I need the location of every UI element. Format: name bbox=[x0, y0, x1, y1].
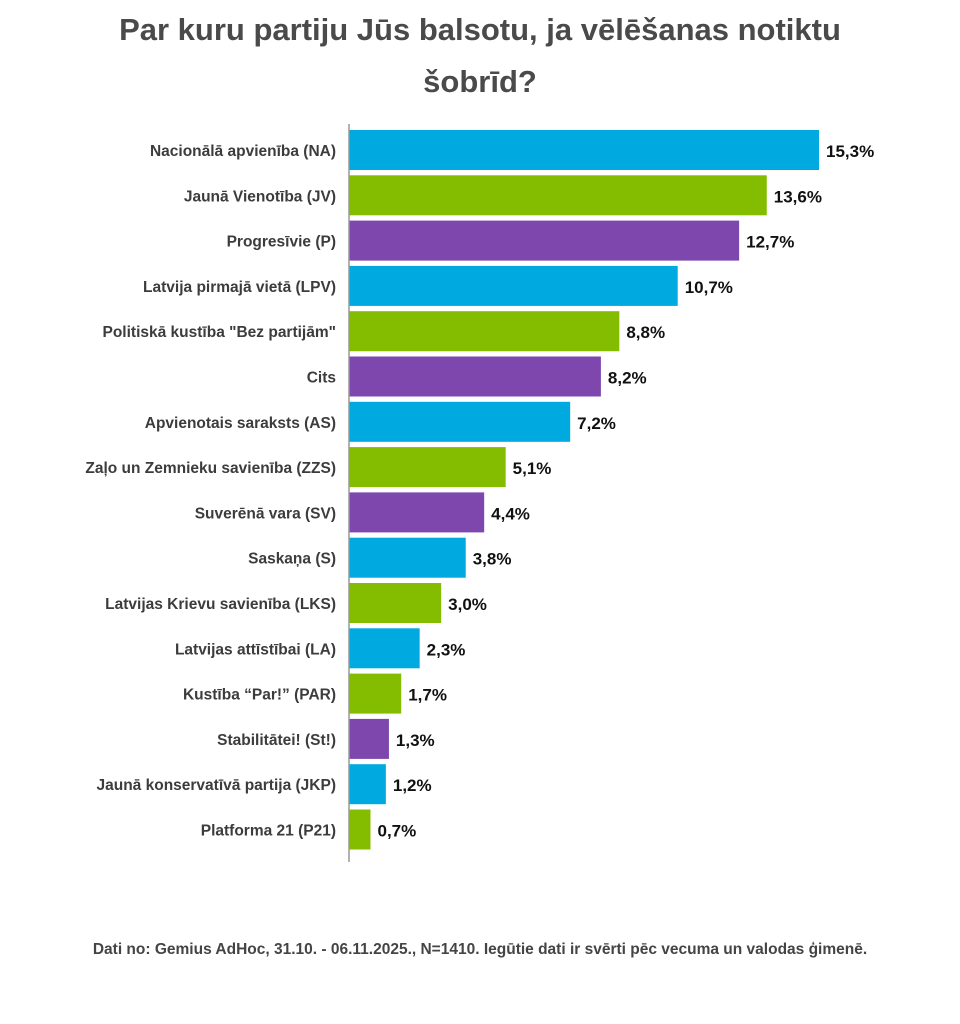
bar bbox=[349, 764, 386, 805]
value-label: 3,0% bbox=[448, 595, 487, 614]
value-label: 12,7% bbox=[746, 233, 794, 252]
category-label: Jaunā Vienotība (JV) bbox=[184, 188, 336, 205]
value-label: 1,2% bbox=[393, 776, 432, 795]
bar bbox=[349, 673, 402, 714]
category-label: Nacionālā apvienība (NA) bbox=[150, 143, 336, 160]
bar bbox=[349, 130, 819, 170]
value-label: 10,7% bbox=[685, 278, 733, 297]
value-label: 3,8% bbox=[473, 550, 512, 569]
category-label: Platforma 21 (P21) bbox=[201, 823, 336, 840]
category-label: Politiskā kustība "Bez partijām" bbox=[103, 324, 337, 341]
category-label: Apvienotais saraksts (AS) bbox=[145, 415, 336, 432]
category-label: Latvijas Krievu savienība (LKS) bbox=[105, 596, 336, 613]
bar bbox=[349, 809, 371, 850]
bar bbox=[349, 311, 620, 352]
value-label: 1,7% bbox=[408, 686, 447, 705]
category-label: Progresīvie (P) bbox=[227, 234, 336, 251]
category-label: Latvija pirmajā vietā (LPV) bbox=[143, 279, 336, 296]
bar-chart: Nacionālā apvienība (NA) 15,3% Jaunā Vieno… bbox=[85, 124, 874, 862]
bar bbox=[349, 718, 389, 759]
category-label: Suverēnā vara (SV) bbox=[195, 505, 336, 522]
chart-title: Par kuru partiju Jūs balsotu, ja vēlēšan… bbox=[119, 12, 841, 99]
category-label: Stabilitātei! (St!) bbox=[217, 732, 336, 749]
value-label: 2,3% bbox=[427, 640, 466, 659]
category-label: Latvijas attīstībai (LA) bbox=[175, 641, 336, 658]
value-label: 8,2% bbox=[608, 369, 647, 388]
bar bbox=[349, 447, 506, 488]
bar bbox=[349, 537, 466, 578]
value-label: 8,8% bbox=[626, 323, 665, 342]
bar bbox=[349, 265, 678, 306]
category-label: Cits bbox=[307, 370, 336, 387]
value-label: 4,4% bbox=[491, 504, 530, 523]
bar bbox=[349, 628, 420, 669]
footnote: Dati no: Gemius AdHoc, 31.10. - 06.11.20… bbox=[92, 941, 868, 958]
bar bbox=[349, 492, 485, 533]
value-label: 15,3% bbox=[826, 142, 874, 161]
bar bbox=[349, 220, 740, 261]
category-label: Kustība “Par!” (PAR) bbox=[183, 687, 336, 704]
value-label: 13,6% bbox=[774, 187, 822, 206]
category-label: Saskaņa (S) bbox=[248, 551, 336, 568]
category-label: Zaļo un Zemnieku savienība (ZZS) bbox=[85, 460, 336, 477]
value-label: 0,7% bbox=[378, 822, 417, 841]
bar bbox=[349, 175, 767, 216]
value-label: 5,1% bbox=[513, 459, 552, 478]
bar bbox=[349, 583, 442, 623]
bar bbox=[349, 356, 601, 397]
value-label: 1,3% bbox=[396, 731, 435, 750]
value-label: 7,2% bbox=[577, 414, 616, 433]
category-label: Jaunā konservatīvā partija (JKP) bbox=[97, 777, 337, 794]
bar bbox=[349, 401, 571, 442]
